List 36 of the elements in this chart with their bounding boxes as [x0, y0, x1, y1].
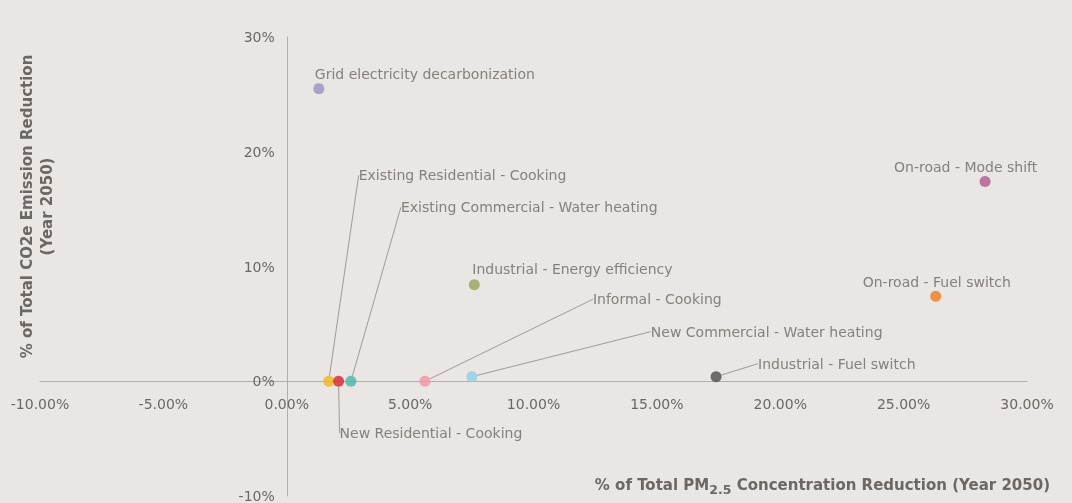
point	[345, 375, 357, 387]
x-tick-label: 5.00%	[387, 396, 433, 413]
series-label: Grid electricity decarbonization	[314, 65, 535, 82]
x-tick-label: 30.00%	[1000, 396, 1054, 413]
x-tick-label: 0.00%	[264, 396, 309, 413]
y-tick-label: 20%	[243, 143, 275, 160]
y-axis-title: % of Total CO2e Emission Reduction (Year 2050)	[18, 54, 56, 359]
point	[930, 290, 942, 302]
series-label: Industrial - Energy efficiency	[472, 260, 673, 277]
x-tick-label: -5.00%	[138, 396, 189, 413]
point	[710, 371, 722, 383]
point	[419, 375, 431, 387]
y-tick-label: 0%	[252, 373, 275, 390]
point	[333, 375, 345, 387]
text: Existing Commercial - Water heating	[400, 199, 658, 216]
series-label: On-road - Fuel switch	[862, 274, 1011, 291]
x-tick-label: 10.00%	[506, 396, 561, 413]
text: Existing Residential - Cooking	[358, 167, 567, 184]
point	[979, 176, 991, 188]
point	[313, 83, 325, 95]
x-axis-title: % of Total PM$_{2.5}$ Concentration Reduction (Year 2050)	[594, 476, 1050, 497]
text: New Commercial - Water heating	[650, 323, 883, 340]
text: Industrial - Fuel switch	[758, 355, 916, 372]
point	[466, 371, 478, 383]
text: Informal - Cooking	[592, 291, 722, 308]
y-tick-label: 30%	[243, 29, 275, 45]
point	[468, 279, 480, 291]
x-tick-label: 15.00%	[630, 396, 684, 413]
series-label: On-road - Mode shift	[894, 158, 1038, 175]
x-tick-label: 20.00%	[753, 396, 807, 413]
x-tick-label: 25.00%	[876, 396, 931, 413]
y-tick-label: 10%	[243, 258, 275, 275]
point	[323, 375, 335, 387]
text: New Residential - Cooking	[339, 425, 523, 442]
x-tick-label: -10.00%	[10, 396, 70, 413]
y-tick-label: -10%	[238, 488, 275, 503]
